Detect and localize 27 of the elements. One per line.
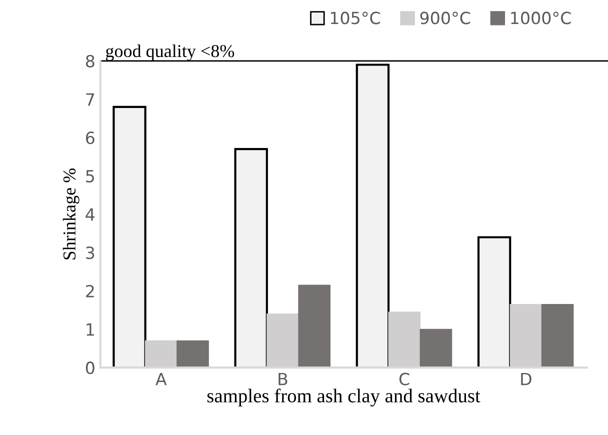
bar [477,236,512,368]
x-tick-label: B [278,372,288,386]
x-tick-label: D [521,372,532,386]
y-tick-label: 0 [86,362,94,374]
y-tick-label: 5 [86,170,94,182]
ref-line-label: good quality <8% [106,44,234,61]
y-tick-label: 6 [86,132,94,144]
bar [356,64,390,368]
y-tick-label: 4 [86,208,95,221]
bar [234,148,268,368]
y-tick-label: 3 [86,246,94,260]
legend-label: 105°C [330,12,380,24]
bar [176,340,209,368]
x-axis-title: samples from ash clay and sawdust [207,388,480,406]
y-tick-label: 2 [86,284,94,298]
x-tick-label: A [156,372,167,386]
y-axis-title: Shrinkage % [62,168,80,260]
bar [541,304,574,368]
bar [420,328,452,368]
legend-label: 1000°C [511,12,571,24]
bar [112,106,146,368]
y-tick-label: 1 [86,323,94,336]
legend-label: 900°C [420,12,470,24]
y-tick-label: 7 [86,93,94,106]
x-tick-label: C [399,372,410,386]
bar [298,284,330,368]
y-tick-label: 8 [86,54,94,68]
